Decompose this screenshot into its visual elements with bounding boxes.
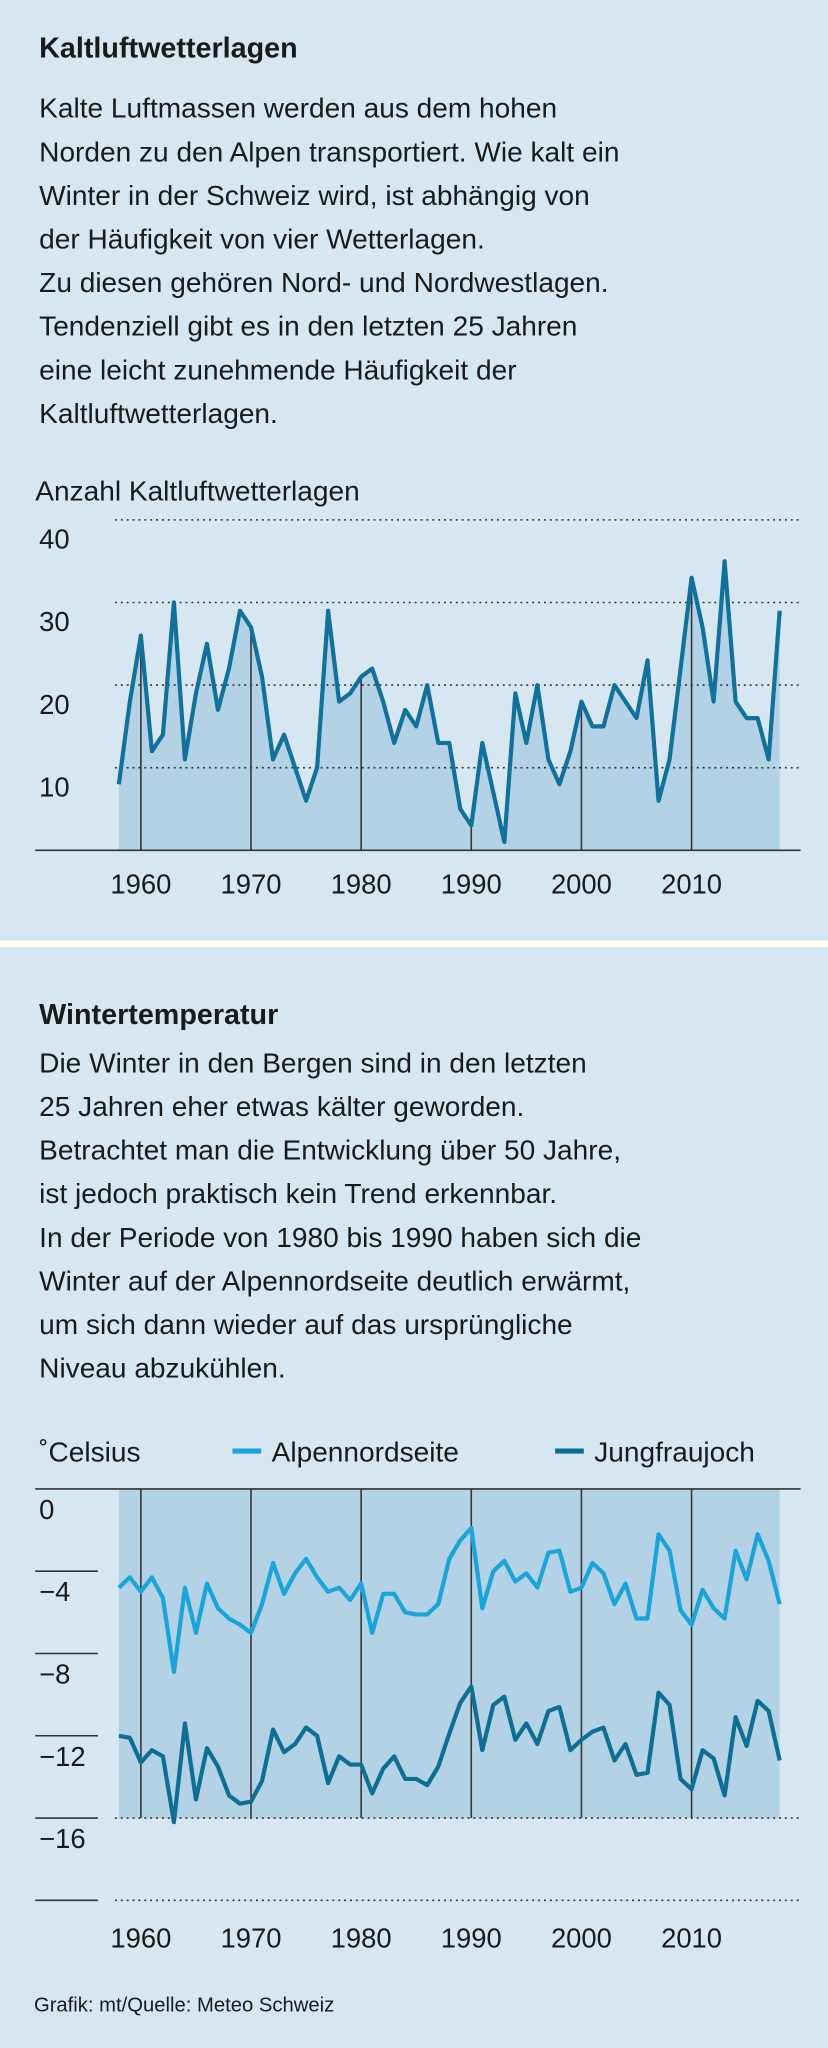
x-tick-label: 1980	[331, 868, 392, 899]
x-tick-label: 2000	[551, 868, 612, 899]
description-line: ist jedoch praktisch kein Trend erkennba…	[39, 1178, 557, 1209]
x-tick-label: 1990	[441, 868, 502, 899]
line	[118, 1684, 782, 1825]
chart-title: Wintertemperatur	[39, 999, 278, 1031]
y-axis-label: ˚Celsius	[39, 1437, 140, 1468]
shaded-band	[118, 1488, 780, 1819]
description-line: Winter in der Schweiz wird, ist abhängig…	[39, 180, 590, 211]
legend-label: Jungfraujoch	[594, 1437, 755, 1468]
description-line: Zu diesen gehören Nord- und Nordwestlage…	[39, 267, 608, 298]
line	[117, 1525, 782, 1675]
x-tick-label: 1960	[110, 1922, 171, 1953]
x-tick-label: 2000	[551, 1922, 612, 1953]
y-tick-label: 20	[39, 689, 69, 720]
description-line: Kaltluftwetterlagen.	[39, 398, 278, 429]
footer: Grafik: mt/Quelle: Meteo Schweiz	[34, 1994, 334, 2016]
separator	[0, 940, 828, 947]
y-tick-label: 0	[39, 1494, 54, 1525]
line	[116, 559, 782, 845]
x-tick-label: 1970	[221, 1922, 282, 1953]
x-tick-label: 2010	[661, 868, 722, 899]
x-tick-label: 1980	[331, 1922, 392, 1953]
description-line: Die Winter in den Bergen sind in den let…	[39, 1047, 587, 1078]
x-tick-label: 1960	[110, 868, 171, 899]
description-line: Niveau abzukühlen.	[39, 1353, 286, 1384]
description-line: Winter auf der Alpennordseite deutlich e…	[39, 1265, 630, 1296]
x-tick-label: 2010	[661, 1922, 722, 1953]
description-line: In der Periode von 1980 bis 1990 haben s…	[39, 1222, 641, 1253]
description-line: Norden zu den Alpen transportiert. Wie k…	[39, 136, 619, 167]
legend-label: Alpennordseite	[272, 1437, 459, 1468]
x-tick-label: 1990	[441, 1922, 502, 1953]
description-line: der Häufigkeit von vier Wetterlagen.	[39, 224, 485, 255]
description-line: Betrachtet man die Entwicklung über 50 J…	[39, 1135, 621, 1166]
y-tick-label: 30	[39, 606, 69, 637]
y-tick-label: −12	[39, 1741, 86, 1772]
area-fill	[118, 561, 780, 851]
y-tick-label: −8	[39, 1659, 70, 1690]
description-line: um sich dann wieder auf das ursprünglich…	[39, 1309, 573, 1340]
description-line: Tendenziell gibt es in den letzten 25 Ja…	[39, 311, 577, 342]
y-tick-label: 40	[39, 524, 69, 555]
y-tick-label: −16	[39, 1823, 86, 1854]
description-line: Kalte Luftmassen werden aus dem hohen	[39, 93, 557, 124]
y-axis-label: Anzahl Kaltluftwetterlagen	[35, 475, 359, 506]
description-line: eine leicht zunehmende Häufigkeit der	[39, 354, 516, 385]
chart-title: Kaltluftwetterlagen	[39, 33, 298, 65]
description-line: 25 Jahren eher etwas kälter geworden.	[39, 1091, 524, 1122]
x-tick-label: 1970	[221, 868, 282, 899]
y-tick-label: −4	[39, 1576, 70, 1607]
y-tick-label: 10	[39, 771, 69, 802]
